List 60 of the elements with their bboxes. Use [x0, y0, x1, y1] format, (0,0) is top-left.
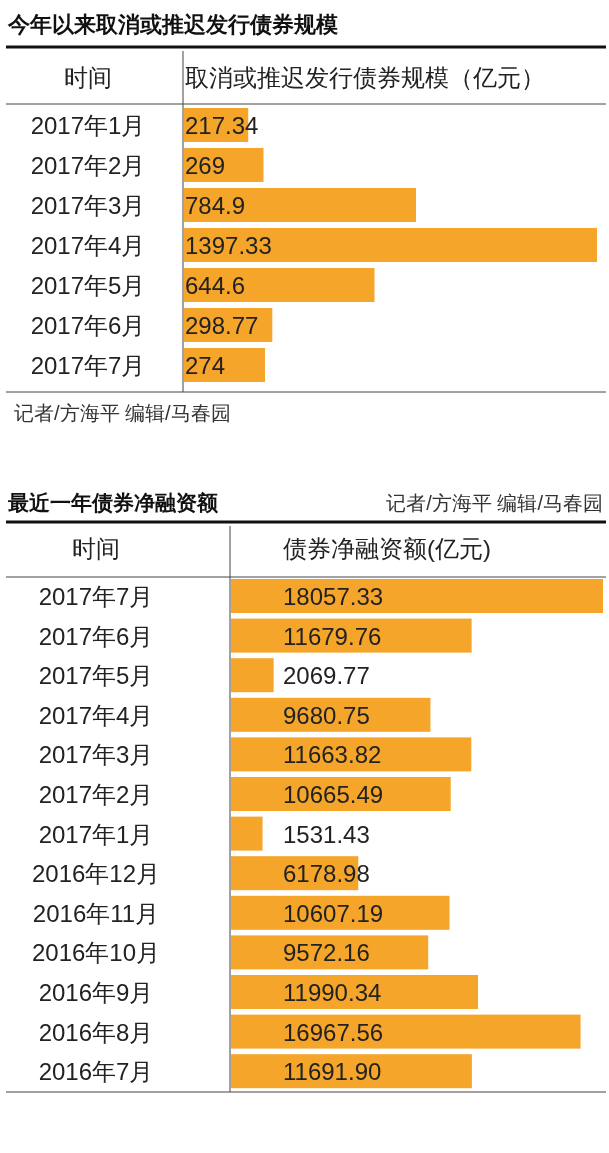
y-tick-label: 2017年2月	[30, 152, 146, 179]
x-axis-title: 取消或推迟发行债券规模（亿元）	[185, 64, 545, 91]
y-tick-label: 2016年7月	[38, 1058, 154, 1086]
y-tick-label: 2016年10月	[31, 939, 161, 967]
bar	[184, 228, 597, 262]
data-label: 10607.19	[283, 899, 384, 927]
y-tick-label: 2017年7月	[38, 583, 154, 610]
data-label: 9572.16	[283, 939, 370, 967]
y-tick-label: 2017年2月	[38, 781, 154, 808]
y-axis-title: 时间	[64, 64, 112, 91]
bar	[231, 816, 263, 851]
data-label: 269	[185, 152, 226, 179]
bar	[231, 737, 472, 772]
chart-title: 今年以来取消或推迟发行债券规模	[7, 12, 338, 37]
text: 记者/方海平 编辑/马春园	[386, 492, 603, 514]
y-tick-label: 2017年6月	[38, 622, 154, 650]
data-label: 784.9	[185, 192, 246, 219]
bar	[231, 895, 450, 930]
y-tick-label: 2016年8月	[38, 1018, 154, 1046]
y-tick-label: 2017年6月	[30, 312, 146, 339]
bar	[231, 975, 479, 1009]
x-axis-title: 债券净融资额(亿元)	[283, 535, 491, 562]
data-label: 2069.77	[283, 662, 370, 690]
bar	[184, 348, 265, 382]
bar	[231, 1054, 472, 1089]
y-tick-label: 2017年4月	[38, 701, 154, 729]
y-tick-label: 2017年3月	[38, 741, 154, 769]
data-label: 11691.90	[283, 1058, 382, 1086]
data-label: 16967.56	[283, 1018, 384, 1046]
y-tick-label: 2017年7月	[30, 352, 146, 379]
bar	[231, 658, 274, 693]
y-tick-label: 2017年1月	[38, 820, 154, 848]
bar	[231, 935, 429, 970]
data-label: 9680.75	[283, 701, 370, 729]
data-label: 18057.33	[283, 583, 384, 610]
y-tick-label: 2017年4月	[30, 232, 146, 259]
bar	[231, 618, 472, 653]
bar	[231, 1014, 581, 1049]
data-label: 11663.82	[283, 741, 382, 769]
data-label: 274	[185, 352, 226, 379]
data-label: 1531.43	[283, 820, 370, 848]
chart-title: 最近一年债券净融资额	[7, 491, 219, 514]
data-label: 11990.34	[283, 979, 382, 1006]
data-label: 644.6	[185, 272, 246, 299]
y-tick-label: 2017年5月	[38, 662, 154, 690]
y-tick-label: 2017年1月	[30, 112, 146, 139]
bar	[231, 579, 603, 613]
y-tick-label: 2016年12月	[31, 860, 161, 888]
data-label: 298.77	[185, 312, 259, 339]
bar	[184, 188, 416, 222]
text: 记者/方海平 编辑/马春园	[14, 402, 231, 424]
y-tick-label: 2017年5月	[30, 272, 146, 299]
data-label: 11679.76	[283, 622, 382, 650]
y-tick-label: 2017年3月	[30, 192, 146, 219]
y-tick-label: 2016年9月	[38, 979, 154, 1006]
data-label: 1397.33	[185, 232, 272, 259]
y-tick-label: 2016年11月	[32, 899, 160, 927]
y-axis-title: 时间	[72, 535, 120, 562]
bar	[184, 268, 375, 302]
data-label: 10665.49	[283, 781, 384, 808]
